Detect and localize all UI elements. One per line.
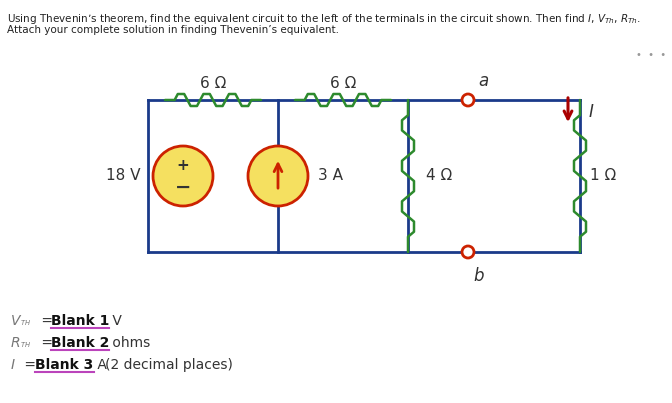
- Text: •  •  •: • • •: [636, 50, 666, 60]
- Text: A: A: [93, 358, 112, 372]
- Text: Blank 3: Blank 3: [35, 358, 93, 372]
- Text: $V$: $V$: [10, 314, 22, 328]
- Text: Blank 2: Blank 2: [51, 336, 110, 350]
- Text: Using Thevenin’s theorem, find the equivalent circuit to the left of the termina: Using Thevenin’s theorem, find the equiv…: [7, 12, 641, 26]
- Text: +: +: [177, 158, 190, 172]
- Text: ohms: ohms: [108, 336, 151, 350]
- Text: (2 decimal places): (2 decimal places): [105, 358, 233, 372]
- Text: $_{TH}$: $_{TH}$: [20, 340, 31, 350]
- Text: b: b: [473, 267, 483, 285]
- Text: $I$: $I$: [10, 358, 15, 372]
- Circle shape: [462, 94, 474, 106]
- Circle shape: [248, 146, 308, 206]
- Text: 3 A: 3 A: [318, 168, 343, 183]
- Text: a: a: [478, 72, 489, 90]
- Text: =: =: [37, 314, 57, 328]
- Text: $I$: $I$: [588, 103, 595, 121]
- Text: 4 Ω: 4 Ω: [426, 168, 452, 183]
- Text: 6 Ω: 6 Ω: [200, 77, 226, 91]
- Text: Blank 1: Blank 1: [51, 314, 110, 328]
- Text: =: =: [20, 358, 40, 372]
- Text: V: V: [108, 314, 122, 328]
- Text: $R$: $R$: [10, 336, 20, 350]
- Text: 1 Ω: 1 Ω: [590, 168, 616, 183]
- Text: $_{TH}$: $_{TH}$: [20, 318, 31, 328]
- Text: 18 V: 18 V: [106, 168, 141, 183]
- Text: =: =: [37, 336, 57, 350]
- Circle shape: [153, 146, 213, 206]
- Circle shape: [462, 246, 474, 258]
- Text: 6 Ω: 6 Ω: [330, 77, 356, 91]
- Text: −: −: [175, 177, 192, 197]
- Text: Attach your complete solution in finding Thevenin’s equivalent.: Attach your complete solution in finding…: [7, 25, 339, 35]
